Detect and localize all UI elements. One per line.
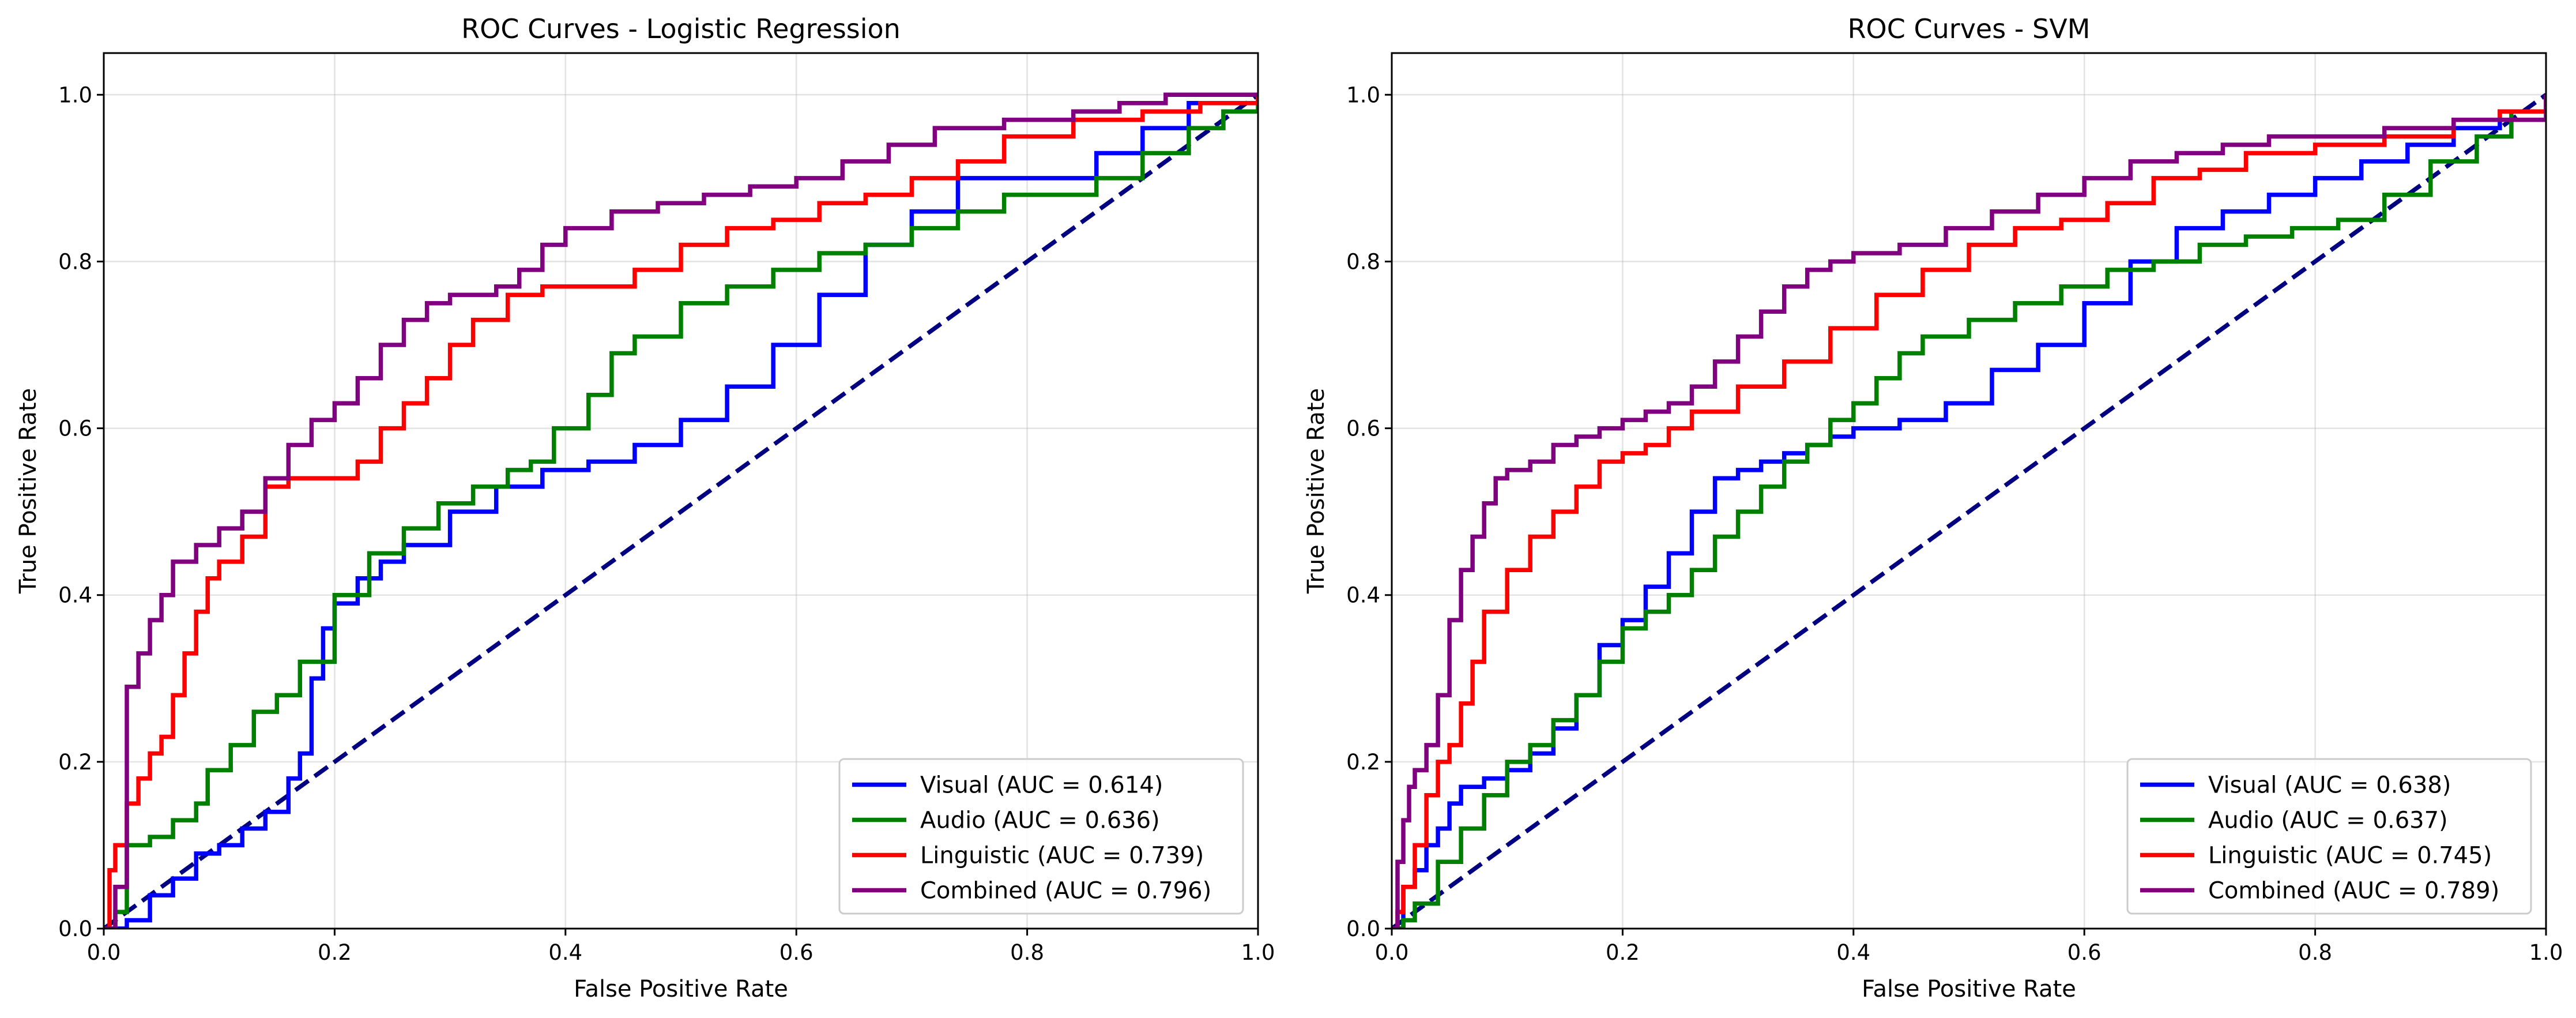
y-tick-label: 1.0: [58, 82, 92, 107]
legend-label-series-3: Linguistic (AUC = 0.739): [920, 843, 1204, 869]
x-tick-label: 0.0: [1375, 940, 1409, 965]
legend-label-series-1: Visual (AUC = 0.638): [2208, 772, 2451, 799]
y-tick-label: 0.0: [58, 916, 92, 941]
y-tick-label: 0.8: [1346, 249, 1380, 274]
axes-frame: [103, 52, 1259, 930]
y-tick-label: 0.2: [58, 750, 92, 775]
x-tick-label: 0.4: [548, 940, 582, 965]
data-lines: [104, 92, 1258, 929]
x-tick-label: 0.4: [1836, 940, 1870, 965]
data-lines: [1392, 93, 2546, 929]
chart-panel-1: 0.0 0.2 0.4 0.6 0.8 1.0 0.0 0.2 0.4 0.6 0.8 1.0 ROC …: [15, 13, 1275, 1002]
legend-label-series-2: Audio (AUC = 0.637): [2208, 807, 2448, 834]
x-tick-label: 1.0: [1241, 940, 1275, 965]
y-axis-label: True Positive Rate: [1303, 388, 1330, 594]
roc-curve-series-1: [1392, 95, 2546, 929]
x-tick-label: 1.0: [2529, 940, 2563, 965]
legend: Visual (AUC = 0.638) Audio (AUC = 0.637) L…: [2126, 758, 2532, 915]
x-tick-label: 0.6: [2067, 940, 2102, 965]
y-tick-label: 0.4: [58, 583, 92, 608]
x-tick-label: 0.2: [1606, 940, 1640, 965]
chart-panel-2: 0.0 0.2 0.4 0.6 0.8 1.0 0.0 0.2 0.4 0.6 0.8 1.0 ROC …: [1303, 13, 2563, 1002]
y-tick-label: 0.6: [58, 416, 92, 441]
y-tick-label: 0.0: [1346, 916, 1380, 941]
x-tick-label: 0.0: [87, 940, 121, 965]
axes-frame: [1391, 52, 2547, 930]
x-tick-label: 0.8: [1010, 940, 1044, 965]
y-tick-label: 0.6: [1346, 416, 1380, 441]
y-tick-label: 0.2: [1346, 750, 1380, 775]
legend-label-series-2: Audio (AUC = 0.636): [920, 807, 1160, 834]
legend: Visual (AUC = 0.614) Audio (AUC = 0.636) L…: [838, 758, 1244, 915]
legend-label-series-3: Linguistic (AUC = 0.745): [2208, 843, 2492, 869]
x-tick-label: 0.8: [2298, 940, 2332, 965]
roc-curve-series-3: [104, 95, 1258, 929]
x-tick-label: 0.6: [779, 940, 814, 965]
legend-label-series-4: Combined (AUC = 0.796): [920, 878, 1211, 904]
roc-curve-series-2: [104, 95, 1258, 929]
chart-title: ROC Curves - Logistic Regression: [461, 13, 901, 44]
chance-diagonal-line: [1392, 93, 2546, 929]
legend-label-series-4: Combined (AUC = 0.789): [2208, 878, 2499, 904]
y-axis-label: True Positive Rate: [15, 388, 42, 594]
legend-box: [2126, 758, 2532, 915]
roc-curve-series-1: [104, 95, 1258, 929]
chart-title: ROC Curves - SVM: [1848, 13, 2091, 44]
legend-label-series-1: Visual (AUC = 0.614): [920, 772, 1163, 799]
y-tick-label: 0.8: [58, 249, 92, 274]
roc-curve-series-2: [1392, 95, 2546, 929]
legend-box: [838, 758, 1244, 915]
x-tick-label: 0.2: [318, 940, 352, 965]
y-tick-label: 0.4: [1346, 583, 1380, 608]
chance-diagonal-line: [104, 93, 1258, 929]
y-tick-label: 1.0: [1346, 82, 1380, 107]
roc-curve-series-4: [104, 92, 1258, 929]
x-axis-label: False Positive Rate: [1862, 976, 2076, 1002]
x-axis-label: False Positive Rate: [574, 976, 788, 1002]
roc-curve-series-4: [1392, 95, 2546, 929]
roc-curve-series-3: [1392, 95, 2546, 929]
